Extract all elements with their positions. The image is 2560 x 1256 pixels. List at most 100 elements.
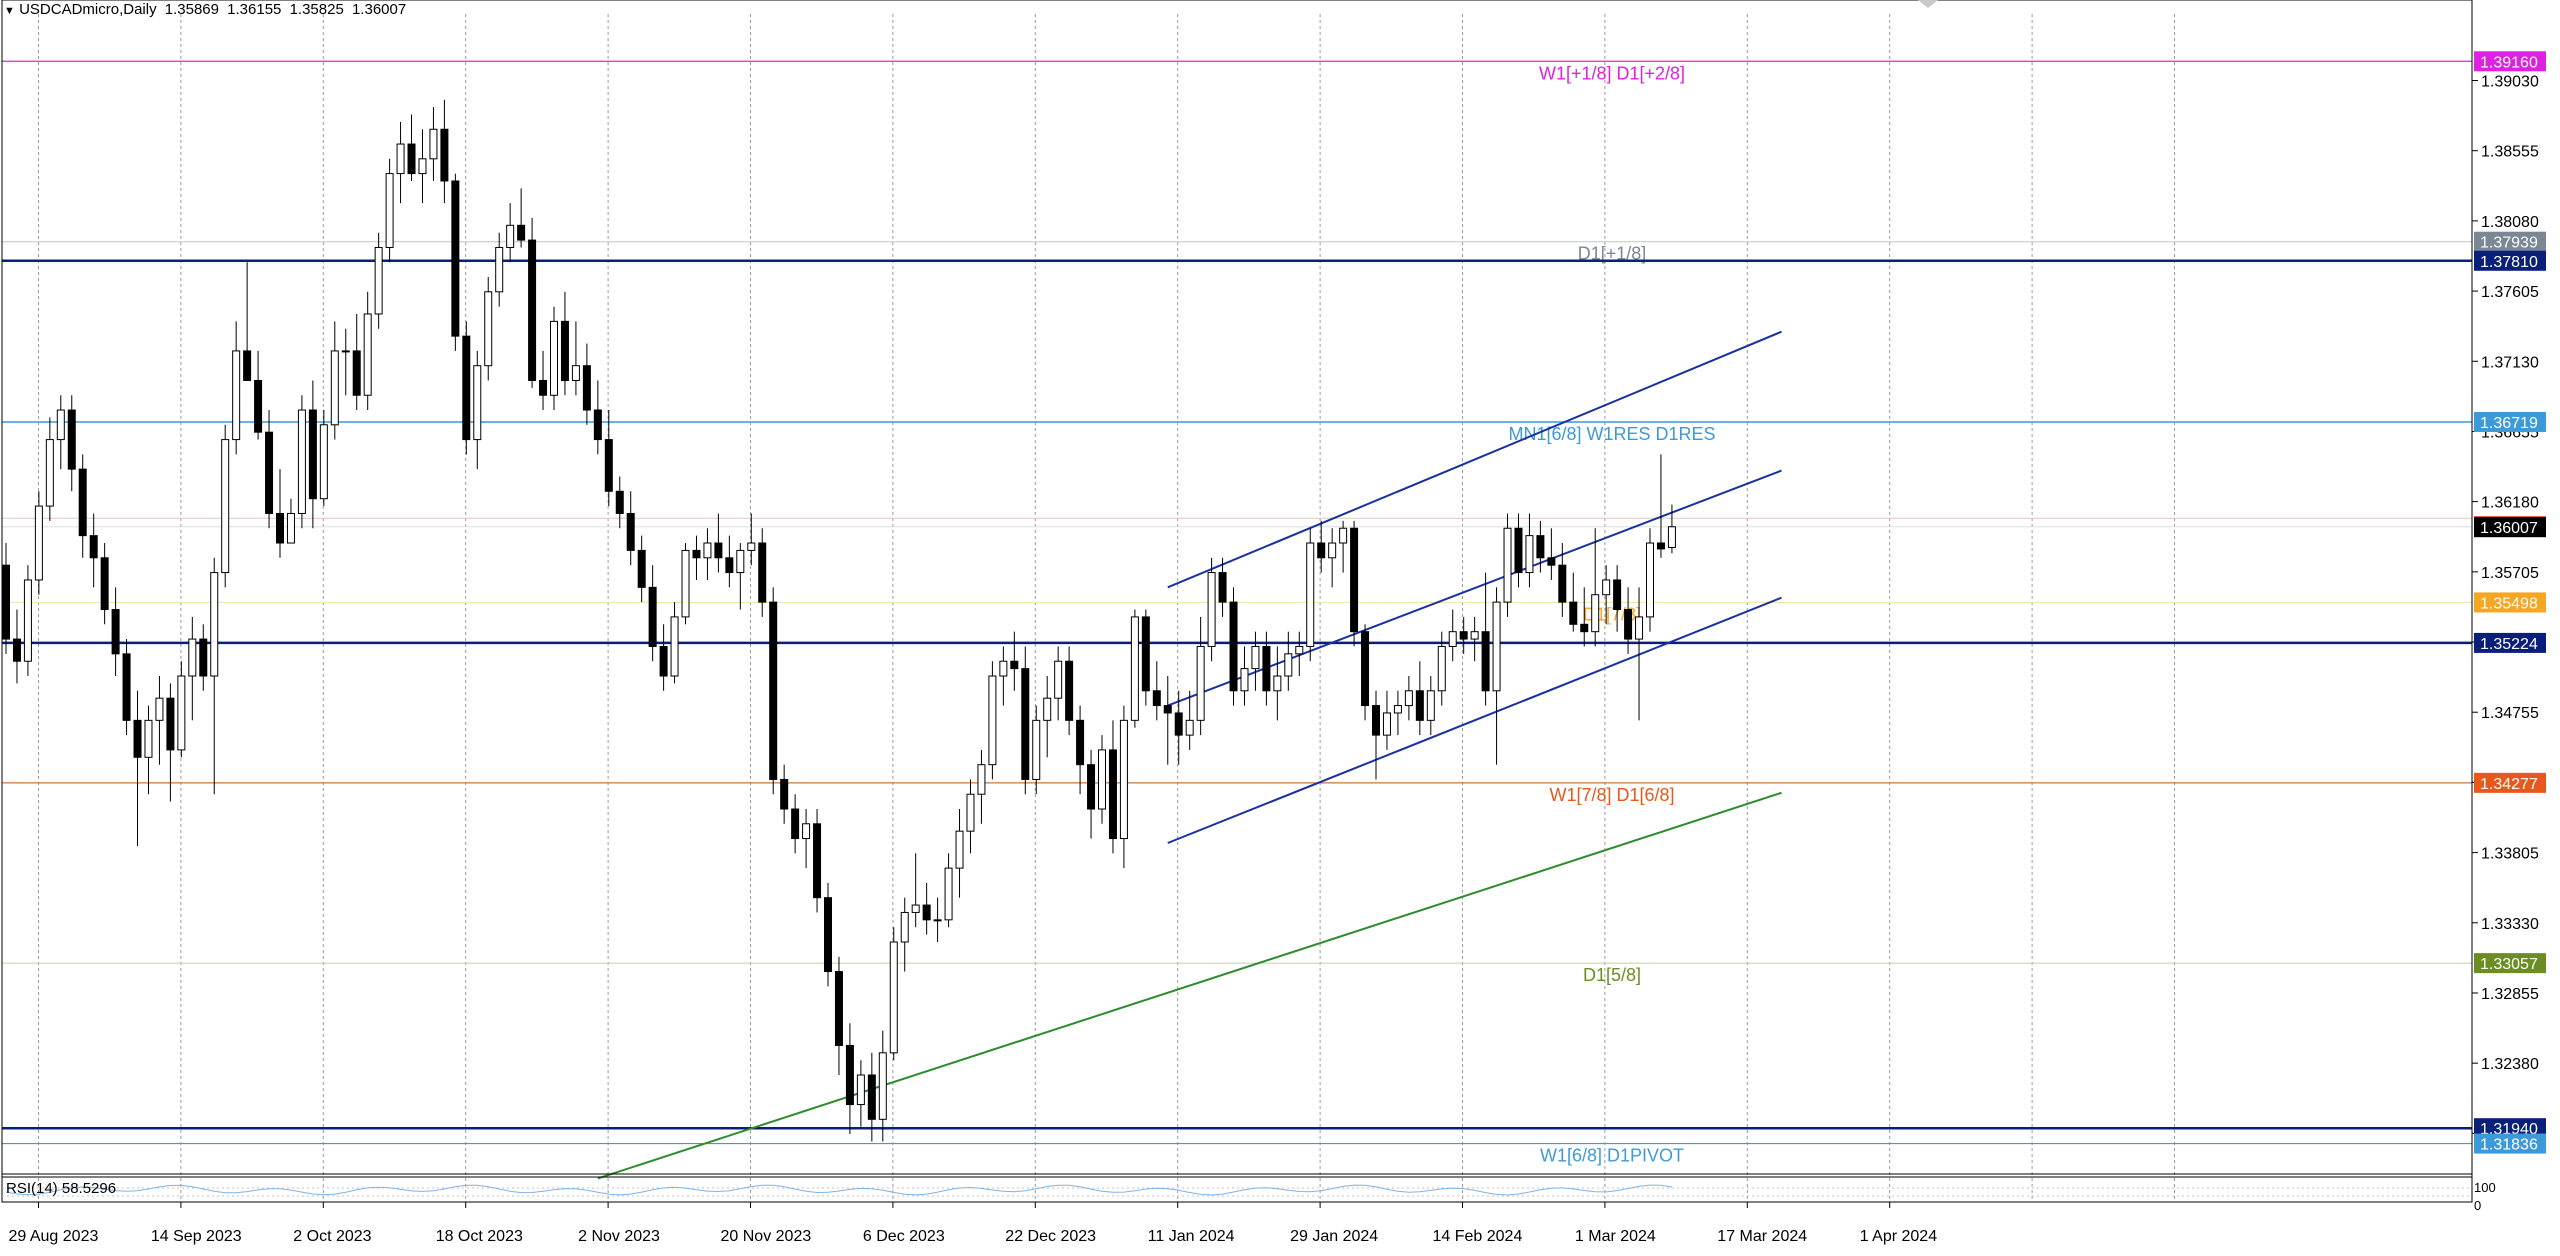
price-tags-layer: 1.39160 1.37939 1.37810 1.36719 1.36007 1.354…	[2474, 51, 2546, 1154]
price-tag	[2474, 953, 2546, 974]
candle-bearish	[593, 409, 602, 441]
candle-bearish	[725, 557, 734, 574]
candle-bullish	[1470, 631, 1479, 640]
y-tick-label: 1.38555	[2481, 144, 2539, 161]
price-tag-text: 1.35224	[2480, 636, 2538, 653]
x-tick-label: 14 Feb 2024	[1433, 1228, 1523, 1245]
level-label: D1[5/8]	[1583, 965, 1641, 985]
price-tag	[2474, 411, 2546, 432]
price-tag	[2474, 1133, 2546, 1154]
price-tag-text: 1.34277	[2480, 776, 2538, 793]
candle-bullish	[878, 1052, 887, 1120]
candle-bearish	[122, 653, 131, 721]
price-tag	[2474, 231, 2546, 252]
price-tag-text: 1.37939	[2480, 235, 2538, 252]
price-tag-text: 1.35498	[2480, 595, 2538, 612]
candle-bullish	[966, 793, 975, 832]
candle-bullish	[396, 143, 405, 175]
candle-bullish	[297, 409, 306, 514]
x-tick-label: 29 Jan 2024	[1290, 1228, 1378, 1245]
candle-bearish	[845, 1044, 854, 1106]
candle-bullish	[1426, 690, 1435, 721]
candle-bearish	[254, 379, 263, 433]
candle-bullish	[1130, 616, 1139, 721]
candle-bearish	[440, 128, 449, 182]
candle-bearish	[67, 409, 76, 470]
candle-bearish	[517, 224, 526, 241]
candle-bullish	[429, 128, 438, 160]
price-tag	[2474, 592, 2546, 613]
x-tick-label: 1 Apr 2024	[1860, 1228, 1938, 1245]
candle-bearish	[1558, 564, 1567, 603]
candle-bullish	[681, 549, 690, 618]
open-value: 1.35869	[164, 1, 219, 18]
candle-bullish	[802, 823, 811, 840]
candle-bearish	[1262, 645, 1271, 692]
x-tick-label: 1 Mar 2024	[1575, 1228, 1656, 1245]
candle-bullish	[23, 579, 32, 662]
candle-bullish	[495, 246, 504, 293]
candle-bearish	[1021, 668, 1030, 780]
candle-bullish	[1185, 719, 1194, 736]
candle-bearish	[276, 512, 284, 544]
candle-bearish	[780, 778, 789, 810]
candle-bearish	[1065, 660, 1074, 721]
candle-bullish	[550, 320, 558, 396]
level-label: W1[7/8] D1[6/8]	[1549, 785, 1674, 805]
x-tick-label: 20 Nov 2023	[721, 1228, 812, 1245]
candle-bearish	[12, 638, 21, 662]
price-tag	[2474, 772, 2546, 793]
x-tick-label: 14 Sep 2023	[151, 1228, 242, 1245]
candle-bearish	[1361, 631, 1370, 707]
candle-bearish	[528, 239, 537, 381]
chart-frame	[1, 0, 2473, 1203]
candle-bearish	[1415, 690, 1424, 721]
candle-bullish	[177, 675, 186, 751]
candle-bullish	[856, 1074, 865, 1106]
candle-bearish	[1350, 527, 1359, 633]
candle-bullish	[232, 350, 241, 441]
candle-bullish	[1503, 527, 1512, 603]
price-tag	[2474, 517, 2546, 538]
candle-bullish	[1328, 542, 1337, 559]
trendline	[597, 791, 1782, 1180]
candle-bearish	[1108, 749, 1117, 840]
candle-bearish	[199, 638, 208, 677]
candles-layer	[2, 99, 1676, 1142]
price-tag	[2474, 51, 2546, 72]
candle-bullish	[1667, 526, 1676, 548]
candle-bullish	[1032, 719, 1041, 780]
candle-bearish	[714, 542, 723, 559]
candle-bearish	[89, 535, 98, 559]
candle-bullish	[1196, 645, 1205, 721]
candle-bearish	[111, 609, 120, 655]
grid-layer	[38, 14, 2175, 1202]
candle-bearish	[560, 320, 569, 381]
candle-bullish	[155, 697, 164, 721]
candle-bullish	[1306, 542, 1315, 647]
candle-bullish	[736, 549, 745, 574]
candle-bearish	[659, 645, 668, 677]
x-tick-label: 29 Aug 2023	[9, 1228, 99, 1245]
candle-bearish	[166, 697, 175, 751]
candle-bearish	[813, 823, 822, 899]
y-tick-label: 1.32855	[2481, 986, 2539, 1003]
y-tick-label: 1.33805	[2481, 846, 2539, 863]
triangle-down-icon[interactable]: ▼	[4, 5, 15, 17]
candle-bullish	[1382, 712, 1391, 736]
candle-bullish	[1043, 697, 1052, 721]
candle-bullish	[1273, 675, 1282, 692]
y-tick-label: 1.34755	[2481, 705, 2539, 722]
candle-bearish	[100, 557, 109, 611]
candle-bullish	[747, 542, 756, 551]
candle-bullish	[571, 365, 580, 381]
candle-bearish	[308, 409, 317, 500]
price-tag-text: 1.36007	[2480, 520, 2538, 537]
trendline	[1167, 330, 1782, 589]
candle-bearish	[1076, 719, 1085, 766]
rsi-scale-top: 100	[2474, 1180, 2496, 1195]
candle-bullish	[484, 291, 493, 367]
